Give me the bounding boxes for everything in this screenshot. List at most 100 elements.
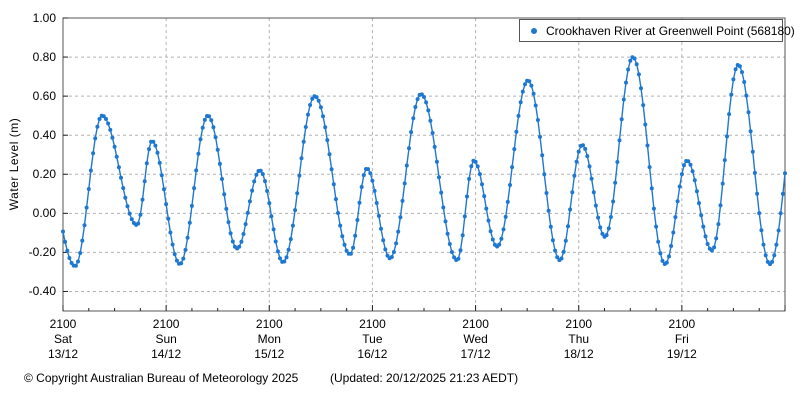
data-point [546,208,551,213]
data-point [342,242,347,247]
data-point [426,108,431,113]
data-point [778,211,783,216]
data-point [649,186,654,191]
data-point [237,244,242,249]
data-point [561,249,566,254]
data-point [357,200,362,205]
data-point [568,207,573,212]
data-point [572,173,577,178]
data-point [263,179,267,184]
data-point [467,176,472,181]
data-point [366,167,371,172]
data-point [348,251,353,256]
data-point [639,86,643,91]
data-point [671,230,676,235]
data-point [273,239,278,244]
x-tick-day: Mon [257,332,281,346]
x-tick-day: Tue [362,332,383,346]
data-point [331,182,336,187]
data-point [400,198,405,203]
data-point [222,192,227,197]
x-tick-label: 2100 Tue 16/12 [336,317,408,362]
x-tick-label: 2100 Sat 13/12 [27,317,99,362]
data-point [389,255,394,259]
data-point [694,189,699,194]
data-point [404,163,409,168]
data-point [295,191,300,196]
data-point [555,255,560,260]
x-tick-date: 18/12 [563,347,594,361]
data-point [675,199,680,204]
data-point [593,203,598,208]
data-point [606,226,611,231]
data-point [770,259,775,264]
data-point [123,195,128,200]
data-point [271,227,276,232]
data-point [748,129,753,134]
data-point [677,184,682,189]
data-point [430,131,435,135]
data-point [531,91,536,96]
data-point [647,165,652,170]
data-point [321,114,325,119]
data-point [211,125,216,130]
data-point [308,103,313,107]
data-point [164,202,169,207]
data-point [138,212,143,217]
x-tick-date: 16/12 [357,347,388,361]
data-point [290,223,295,228]
x-tick-date: 19/12 [666,347,697,361]
data-point [462,214,467,219]
data-point [78,251,83,255]
y-tick-label: 0.00 [32,205,56,220]
data-point [643,122,648,127]
data-point [559,256,564,261]
data-point [196,151,201,156]
data-point [535,118,540,122]
data-point [737,64,742,69]
data-point [608,215,613,219]
data-point [162,187,166,192]
data-point [688,162,693,167]
data-point [673,215,678,220]
data-point [267,201,272,206]
data-point [529,83,534,88]
data-point [645,143,650,148]
data-point [540,153,545,158]
data-point [63,239,68,244]
data-point [351,245,356,250]
data-point [563,238,568,243]
data-point [456,256,461,261]
data-point [722,158,727,163]
data-point [93,136,98,141]
data-point [434,159,439,164]
x-tick-label: 2100 Mon 15/12 [233,317,305,362]
data-point [544,191,549,195]
data-point [725,134,729,139]
data-point [518,100,523,105]
data-point [503,214,508,219]
data-point [104,117,108,121]
x-tick-label: 2100 Fri 19/12 [646,317,718,362]
data-point [720,181,725,186]
plot-border [62,17,786,312]
x-tick-time: 2100 [565,317,593,331]
legend-marker-icon [531,27,537,34]
data-point [634,62,639,67]
data-point [744,93,749,98]
data-point [394,241,399,246]
x-tick-date: 14/12 [151,347,182,361]
data-point [628,58,633,63]
data-point [297,173,302,178]
data-point [306,112,310,117]
data-point [269,214,274,219]
data-point [323,125,328,130]
data-point [473,159,478,164]
data-point [742,80,747,84]
data-point [144,161,149,166]
data-point [501,227,506,232]
data-point [729,92,734,97]
data-point [486,218,491,223]
data-point [514,129,519,134]
data-point [260,172,265,177]
